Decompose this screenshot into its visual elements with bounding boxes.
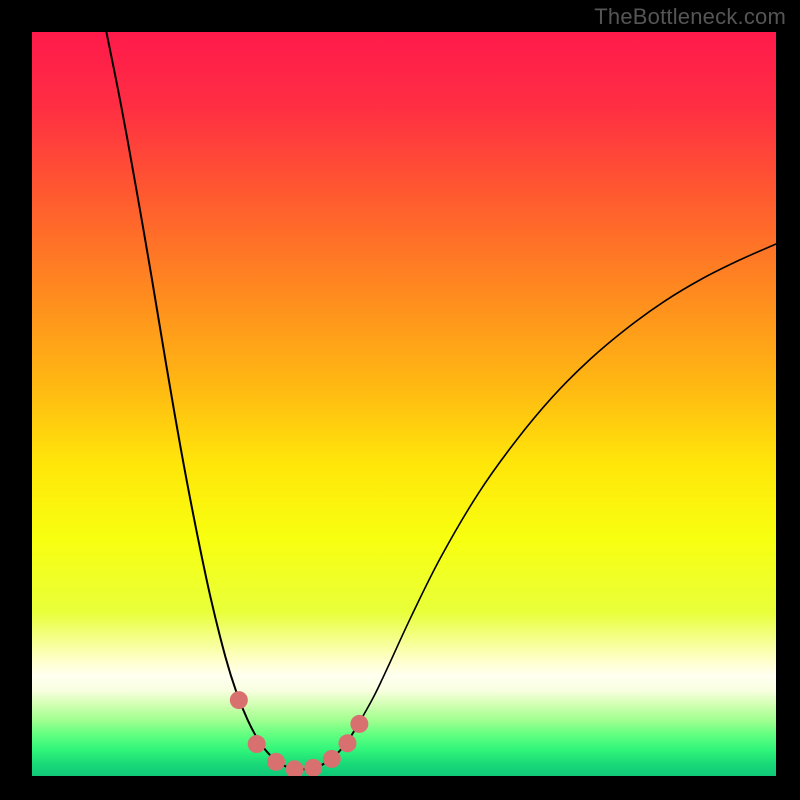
marker-dot [248, 735, 266, 753]
marker-dot [267, 753, 285, 771]
chart-frame: TheBottleneck.com [0, 0, 800, 800]
marker-dot [323, 750, 341, 768]
marker-dot [338, 734, 356, 752]
marker-dot [286, 760, 304, 778]
marker-dot [304, 759, 322, 777]
bottleneck-chart [0, 0, 800, 800]
plot-background [32, 32, 776, 776]
marker-dot [350, 715, 368, 733]
watermark-text: TheBottleneck.com [594, 4, 786, 30]
marker-dot [230, 691, 248, 709]
